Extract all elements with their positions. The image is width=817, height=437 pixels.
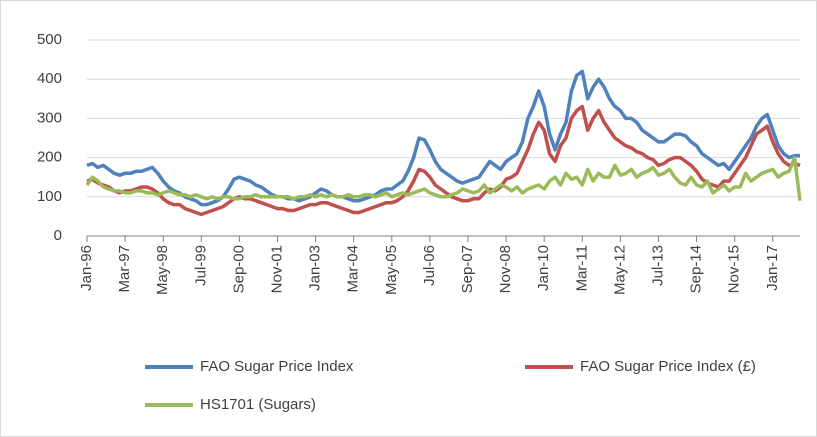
x-tick-label: May-98 xyxy=(154,245,171,295)
x-tick-label: Jan-03 xyxy=(307,245,324,291)
x-tick-label: Sep-14 xyxy=(688,245,705,293)
x-tick-label: Jul-06 xyxy=(421,245,438,286)
x-tick-label: Mar-11 xyxy=(573,245,590,291)
x-tick-label: May-05 xyxy=(383,245,400,295)
x-tick-label: Jan-96 xyxy=(78,245,95,291)
legend-label: FAO Sugar Price Index xyxy=(200,358,354,375)
y-tick-label: 500 xyxy=(37,31,62,48)
x-tick-label: Jan-17 xyxy=(764,245,781,291)
legend-label: FAO Sugar Price Index (£) xyxy=(580,358,756,375)
x-tick-label: Jul-13 xyxy=(649,245,666,286)
series-line xyxy=(86,104,801,217)
y-tick-label: 100 xyxy=(37,188,62,205)
y-tick-label: 200 xyxy=(37,149,62,166)
x-tick-label: Mar-04 xyxy=(345,245,362,293)
x-tick-label: Jan-10 xyxy=(535,245,552,291)
x-tick-label: Jul-99 xyxy=(192,245,209,286)
legend-label: HS1701 (Sugars) xyxy=(200,396,316,413)
x-tick-label: Nov-01 xyxy=(268,245,285,293)
y-tick-label: 0 xyxy=(54,227,62,244)
x-tick-label: Nov-08 xyxy=(497,245,514,293)
series-line xyxy=(86,69,800,207)
series-line xyxy=(85,155,802,201)
x-tick-label: Sep-07 xyxy=(459,245,476,293)
x-tick-label: May-12 xyxy=(611,245,628,295)
y-tick-label: 400 xyxy=(37,70,62,87)
x-tick-label: Mar-97 xyxy=(116,245,133,293)
x-tick-label: Nov-15 xyxy=(726,245,743,293)
y-tick-label: 300 xyxy=(37,109,62,126)
x-tick-label: Sep-00 xyxy=(230,245,247,293)
